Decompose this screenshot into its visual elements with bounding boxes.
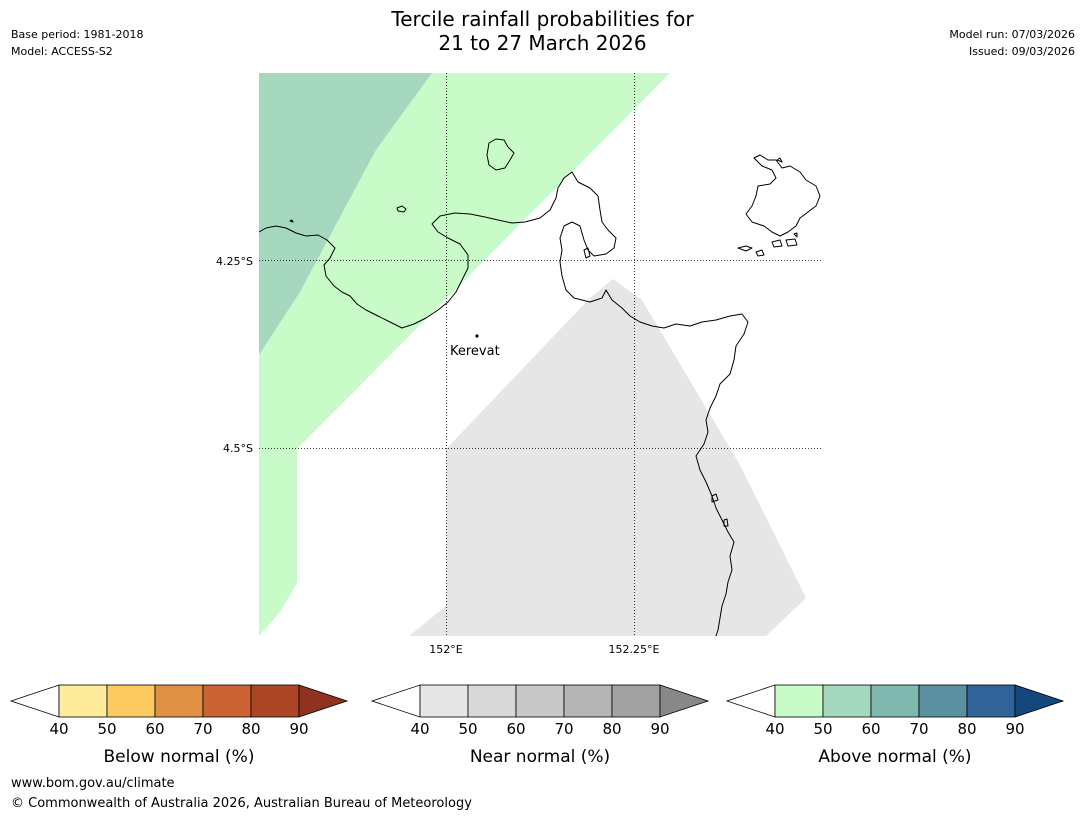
coastline-duke-islet-5 bbox=[776, 157, 783, 163]
colorbar-above-normal-swatch bbox=[966, 684, 1016, 718]
coastline-duke-islet-3 bbox=[785, 238, 798, 247]
colorbar-near-normal-extension-high bbox=[659, 684, 710, 718]
lon-tick-label-152-25: 152.25°E bbox=[609, 643, 660, 656]
graticule bbox=[259, 73, 822, 636]
footer-url: www.bom.gov.au/climate bbox=[11, 776, 175, 791]
base-period-text: Base period: 1981-2018 bbox=[11, 28, 144, 41]
colorbar-above-normal-tick-label: 90 bbox=[1005, 720, 1024, 738]
colorbar-below-normal-tick-label: 80 bbox=[241, 720, 260, 738]
footer-copyright: © Commonwealth of Australia 2026, Austra… bbox=[11, 796, 472, 811]
coastline-islet-east-coast-2 bbox=[723, 518, 729, 527]
model-run-text: Model run: 07/03/2026 bbox=[949, 28, 1075, 41]
colorbar-below-normal-tick-label: 50 bbox=[97, 720, 116, 738]
colorbar-below-normal: 40 50 60 70 80 90 Below normal (%) bbox=[9, 684, 349, 767]
coastline-gazelle-peninsula bbox=[258, 171, 749, 637]
place-label-kerevat: Kerevat bbox=[450, 344, 500, 359]
colorbar-above-normal-tick-label: 60 bbox=[861, 720, 880, 738]
place-kerevat: Kerevat bbox=[450, 334, 500, 359]
colorbar-above-normal-swatch bbox=[822, 684, 872, 718]
colorbar-below-normal-tick-label: 70 bbox=[193, 720, 212, 738]
colorbar-above-normal-tick-label: 70 bbox=[909, 720, 928, 738]
colorbar-near-normal-tick-label: 50 bbox=[458, 720, 477, 738]
colorbar-near-normal-swatch bbox=[419, 684, 469, 718]
colorbar-above-normal-title: Above normal (%) bbox=[818, 747, 971, 767]
colorbar-below-normal-tick-label: 40 bbox=[49, 720, 68, 738]
colorbar-near-normal-tick-label: 70 bbox=[554, 720, 573, 738]
coastlines bbox=[258, 138, 821, 637]
colorbar-below-normal-swatch bbox=[202, 684, 252, 718]
footer: www.bom.gov.au/climate © Commonwealth of… bbox=[11, 774, 472, 814]
coastline-islet-west bbox=[396, 205, 407, 213]
coastline-duke-islet-2 bbox=[771, 239, 783, 248]
title-line-1: Tercile rainfall probabilities for bbox=[391, 7, 694, 31]
title-line-2: 21 to 27 March 2026 bbox=[438, 31, 647, 55]
map-panel: Kerevat 4.25°S 4.5°S 152°E 152.25°E bbox=[216, 73, 822, 656]
lon-tick-label-152: 152°E bbox=[429, 643, 462, 656]
coastline-duke-of-york-islands bbox=[745, 154, 821, 237]
coastline-islet-dot bbox=[289, 219, 294, 223]
colorbar-below-normal-swatch bbox=[250, 684, 300, 718]
colorbar-below-normal-title: Below normal (%) bbox=[104, 747, 255, 767]
colorbar-near-normal-tick-label: 40 bbox=[410, 720, 429, 738]
colorbar-below-normal-swatch bbox=[58, 684, 108, 718]
coastline-duke-islet-4 bbox=[755, 249, 765, 257]
colorbar-below-normal-swatch bbox=[106, 684, 156, 718]
lat-tick-label-4-25: 4.25°S bbox=[216, 255, 253, 268]
colorbar-near-normal-swatch bbox=[611, 684, 661, 718]
colorbar-below-normal-extension-high bbox=[298, 684, 349, 718]
colorbar-above-normal-tick-label: 40 bbox=[765, 720, 784, 738]
model-text: Model: ACCESS-S2 bbox=[11, 45, 113, 58]
lat-tick-label-4-5: 4.5°S bbox=[223, 442, 253, 455]
colorbar-above-normal-tick-label: 80 bbox=[957, 720, 976, 738]
colorbar-below-normal-swatch bbox=[154, 684, 204, 718]
colorbar-near-normal-tick-label: 60 bbox=[506, 720, 525, 738]
colorbar-above-normal-swatch bbox=[870, 684, 920, 718]
colorbar-near-normal-title: Near normal (%) bbox=[470, 747, 610, 767]
meta-right: Model run: 07/03/2026 Issued: 09/03/2026 bbox=[949, 26, 1075, 60]
colorbar-near-normal-tick-label: 90 bbox=[650, 720, 669, 738]
colorbar-above-normal-tick-label: 50 bbox=[813, 720, 832, 738]
coastline-duke-islet-6 bbox=[793, 232, 798, 238]
coastline-duke-islet-1 bbox=[737, 245, 753, 252]
coastline-islet-bay bbox=[583, 247, 591, 259]
colorbar-near-normal-swatch bbox=[467, 684, 517, 718]
colorbar-near-normal-swatch bbox=[563, 684, 613, 718]
place-marker-dot bbox=[475, 334, 479, 338]
coastline-watom-island bbox=[486, 138, 515, 171]
colorbar-below-normal-tick-label: 90 bbox=[289, 720, 308, 738]
near-normal-40-50-region bbox=[409, 279, 806, 636]
meta-left: Base period: 1981-2018 Model: ACCESS-S2 bbox=[11, 26, 143, 60]
coastline-islet-east-coast bbox=[711, 493, 719, 503]
colorbar-above-normal: 40 50 60 70 80 90 Above normal (%) bbox=[725, 684, 1065, 767]
colorbar-below-normal-extension-low bbox=[9, 684, 60, 718]
issued-text: Issued: 09/03/2026 bbox=[968, 45, 1075, 58]
colorbar-near-normal-extension-low bbox=[370, 684, 421, 718]
colorbar-above-normal-extension-high bbox=[1014, 684, 1065, 718]
map-title: Tercile rainfall probabilities for 21 to… bbox=[0, 7, 1085, 55]
colorbar-below-normal-tick-label: 60 bbox=[145, 720, 164, 738]
colorbar-near-normal: 40 50 60 70 80 90 Near normal (%) bbox=[370, 684, 710, 767]
above-normal-40-50-region bbox=[259, 73, 670, 636]
colorbar-above-normal-swatch bbox=[918, 684, 968, 718]
colorbar-near-normal-tick-label: 80 bbox=[602, 720, 621, 738]
colorbar-above-normal-extension-low bbox=[725, 684, 776, 718]
colorbar-above-normal-swatch bbox=[774, 684, 824, 718]
colorbar-near-normal-swatch bbox=[515, 684, 565, 718]
above-normal-50-60-region bbox=[259, 73, 432, 355]
